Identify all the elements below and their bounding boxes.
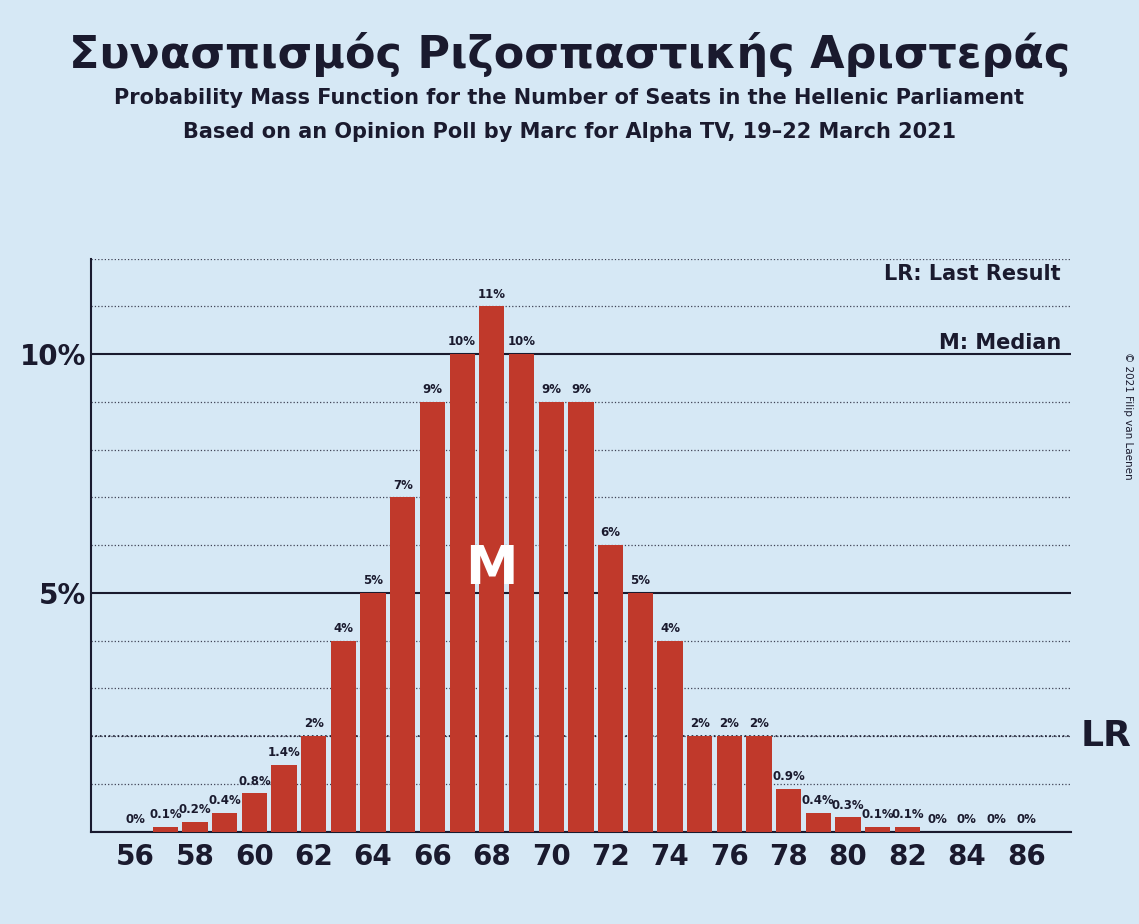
Bar	[420, 402, 445, 832]
Text: 0%: 0%	[125, 813, 146, 826]
Bar	[628, 593, 653, 832]
Bar	[805, 812, 831, 832]
Text: 0.1%: 0.1%	[891, 808, 924, 821]
Text: 1.4%: 1.4%	[268, 746, 301, 759]
Text: 7%: 7%	[393, 479, 412, 492]
Text: 2%: 2%	[749, 717, 769, 730]
Text: 0.1%: 0.1%	[861, 808, 894, 821]
Text: © 2021 Filip van Laenen: © 2021 Filip van Laenen	[1123, 352, 1133, 480]
Text: Based on an Opinion Poll by Marc for Alpha TV, 19–22 March 2021: Based on an Opinion Poll by Marc for Alp…	[183, 122, 956, 142]
Bar	[746, 736, 771, 832]
Text: 10%: 10%	[448, 335, 476, 348]
Bar	[895, 827, 920, 832]
Bar	[480, 307, 505, 832]
Bar	[450, 354, 475, 832]
Bar	[391, 497, 416, 832]
Bar	[835, 817, 861, 832]
Text: 10%: 10%	[508, 335, 535, 348]
Bar	[212, 812, 237, 832]
Bar	[716, 736, 741, 832]
Bar	[361, 593, 386, 832]
Text: LR: Last Result: LR: Last Result	[884, 264, 1060, 285]
Text: 0%: 0%	[986, 813, 1007, 826]
Text: M: Median: M: Median	[939, 334, 1060, 353]
Text: 4%: 4%	[334, 622, 353, 635]
Text: 0%: 0%	[927, 813, 947, 826]
Bar	[301, 736, 327, 832]
Text: 0.4%: 0.4%	[802, 794, 835, 807]
Text: 0.9%: 0.9%	[772, 770, 805, 783]
Bar	[241, 794, 267, 832]
Bar	[539, 402, 564, 832]
Bar	[776, 789, 802, 832]
Text: 6%: 6%	[600, 527, 621, 540]
Bar	[568, 402, 593, 832]
Text: 2%: 2%	[304, 717, 323, 730]
Text: 4%: 4%	[659, 622, 680, 635]
Bar	[153, 827, 178, 832]
Text: 0.2%: 0.2%	[179, 803, 212, 816]
Text: 9%: 9%	[423, 383, 442, 396]
Text: 9%: 9%	[541, 383, 562, 396]
Bar	[687, 736, 712, 832]
Text: 11%: 11%	[478, 287, 506, 300]
Text: 0.3%: 0.3%	[831, 798, 865, 811]
Text: LR: LR	[1081, 719, 1131, 753]
Bar	[657, 640, 682, 832]
Text: 9%: 9%	[571, 383, 591, 396]
Text: 5%: 5%	[363, 574, 383, 587]
Bar	[271, 765, 296, 832]
Text: 2%: 2%	[720, 717, 739, 730]
Text: 5%: 5%	[630, 574, 650, 587]
Text: M: M	[466, 543, 518, 595]
Bar	[866, 827, 891, 832]
Text: 0%: 0%	[957, 813, 977, 826]
Text: 0.8%: 0.8%	[238, 774, 271, 787]
Bar	[509, 354, 534, 832]
Text: 2%: 2%	[690, 717, 710, 730]
Bar	[182, 822, 207, 832]
Bar	[330, 640, 357, 832]
Text: 0.1%: 0.1%	[149, 808, 181, 821]
Text: Συνασπισμός Ριζοσπαστικής Αριστεράς: Συνασπισμός Ριζοσπαστικής Αριστεράς	[68, 32, 1071, 78]
Text: 0%: 0%	[1016, 813, 1036, 826]
Text: Probability Mass Function for the Number of Seats in the Hellenic Parliament: Probability Mass Function for the Number…	[115, 88, 1024, 108]
Bar	[598, 545, 623, 832]
Text: 0.4%: 0.4%	[208, 794, 241, 807]
